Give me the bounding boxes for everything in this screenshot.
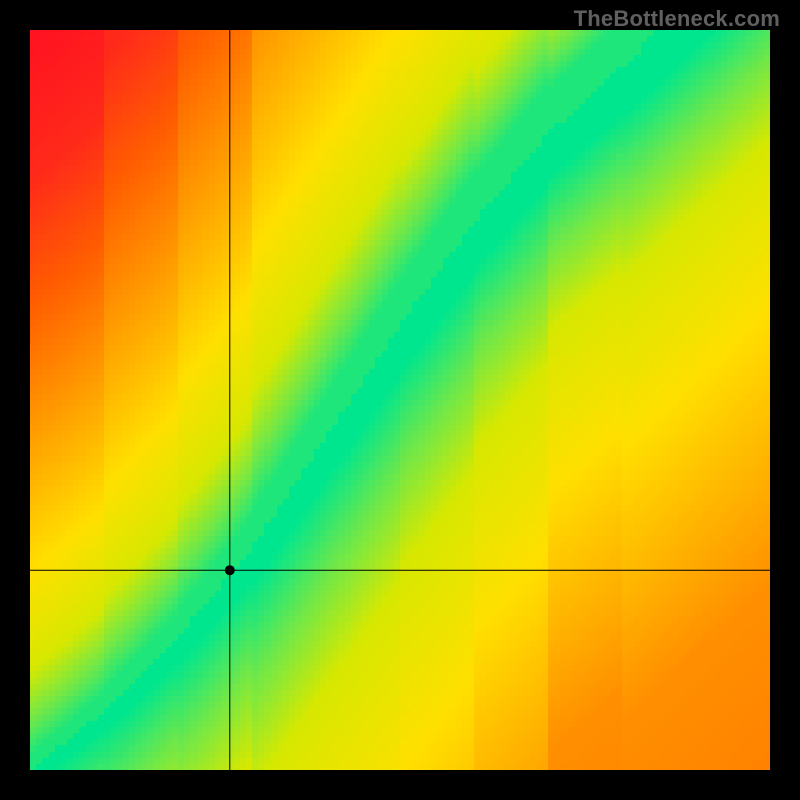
chart-container: TheBottleneck.com [0,0,800,800]
watermark-text: TheBottleneck.com [574,6,780,32]
bottleneck-heatmap [30,30,770,770]
